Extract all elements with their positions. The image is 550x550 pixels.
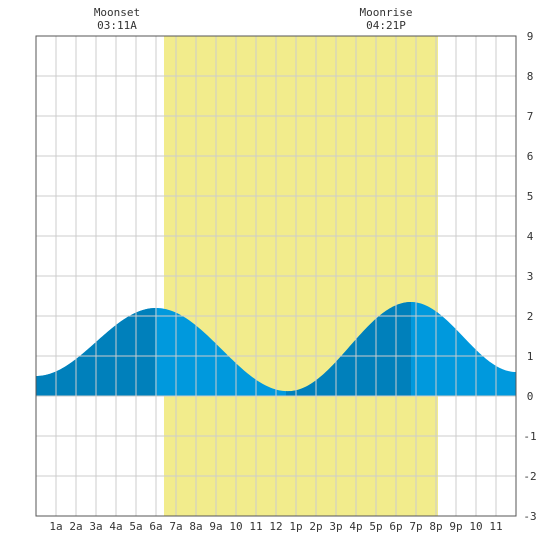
- x-tick-label: 8a: [189, 520, 202, 533]
- x-tick-label: 1a: [49, 520, 62, 533]
- x-tick-label: 5a: [129, 520, 142, 533]
- x-tick-label: 2p: [309, 520, 322, 533]
- x-tick-label: 3a: [89, 520, 102, 533]
- grid-layer: [36, 36, 516, 516]
- x-tick-label: 8p: [429, 520, 442, 533]
- plot-frame: [35, 35, 517, 517]
- x-tick-label: 10: [469, 520, 482, 533]
- y-tick-label: 7: [527, 110, 534, 123]
- x-axis-ticks: 1a 2a 3a 4a 5a 6a 7a 8a 9a 10 11 12 1p 2p 3p 4p 5p 6p 7p 8p…: [49, 520, 502, 533]
- y-axis-ticks: 9 8 7 6 5 4 3 2 1 0 -1 -2 -3: [523, 30, 536, 523]
- x-tick-label: 4a: [109, 520, 122, 533]
- x-tick-label: 9p: [449, 520, 462, 533]
- x-tick-label: 2a: [69, 520, 82, 533]
- moonrise-time: 04:21P: [366, 19, 406, 32]
- x-tick-label: 7a: [169, 520, 182, 533]
- y-tick-label: 6: [527, 150, 534, 163]
- y-tick-label: 9: [527, 30, 534, 43]
- x-tick-label: 1p: [289, 520, 302, 533]
- moonset-time: 03:11A: [97, 19, 137, 32]
- y-tick-label: 4: [527, 230, 534, 243]
- x-tick-label: 3p: [329, 520, 342, 533]
- x-tick-label: 11: [249, 520, 262, 533]
- x-tick-label: 7p: [409, 520, 422, 533]
- x-tick-label: 9a: [209, 520, 222, 533]
- y-tick-label: 1: [527, 350, 534, 363]
- x-tick-label: 6a: [149, 520, 162, 533]
- y-tick-label: -3: [523, 510, 536, 523]
- x-tick-label: 6p: [389, 520, 402, 533]
- moonset-label: Moonset: [94, 6, 140, 19]
- tide-dark-band-2: [286, 302, 411, 396]
- y-tick-label: 2: [527, 310, 534, 323]
- y-tick-label: 0: [527, 390, 534, 403]
- x-tick-label: 5p: [369, 520, 382, 533]
- y-tick-label: 8: [527, 70, 534, 83]
- x-tick-label: 12: [269, 520, 282, 533]
- x-tick-label: 4p: [349, 520, 362, 533]
- y-tick-label: 5: [527, 190, 534, 203]
- y-tick-label: -2: [523, 470, 536, 483]
- y-tick-label: -1: [523, 430, 536, 443]
- x-tick-label: 11: [489, 520, 502, 533]
- moonrise-label: Moonrise: [360, 6, 413, 19]
- y-tick-label: 3: [527, 270, 534, 283]
- x-tick-label: 10: [229, 520, 242, 533]
